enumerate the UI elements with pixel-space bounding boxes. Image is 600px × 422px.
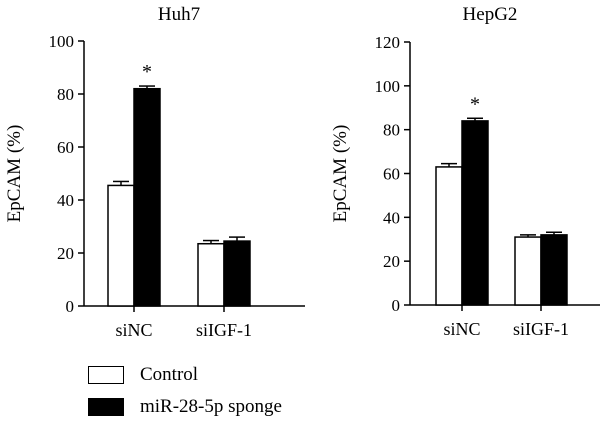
legend-swatch-control [88, 366, 124, 384]
legend: Control miR-28-5p sponge [88, 362, 408, 420]
bar-control-siigf-1 [197, 242, 225, 307]
y-tick-label: 40 [57, 191, 74, 210]
chart-title: HepG2 [463, 4, 518, 25]
x-tick-label-siigf-1: siIGF-1 [513, 319, 569, 339]
bar-control-siigf-1 [514, 236, 542, 306]
x-tick-label-sinc: siNC [115, 320, 152, 340]
legend-label-control: Control [140, 364, 199, 385]
y-tick-label: 80 [57, 85, 74, 104]
y-tick-label: 20 [383, 252, 400, 271]
y-tick-label: 40 [383, 208, 400, 227]
y-axis-label: EpCAM (%) [330, 125, 351, 223]
y-tick-label: 0 [392, 296, 401, 315]
legend-swatch-sponge [88, 398, 124, 416]
y-tick-label: 20 [57, 244, 74, 263]
bar-control-sinc [435, 166, 463, 306]
x-tick-label-siigf-1: siIGF-1 [196, 320, 252, 340]
y-tick-label: 60 [383, 165, 400, 184]
bar-mir-28-5p-sponge-siigf-1 [223, 240, 251, 307]
chart-panel-huh7: Huh7 EpCAM (%) 0 20 40 60 80 100 siNC * siIGF-1 [4, 4, 305, 340]
y-tick-label: 60 [57, 138, 74, 157]
significance-asterisk: * [142, 61, 152, 83]
significance-asterisk: * [470, 93, 480, 115]
bar-mir-28-5p-sponge-siigf-1 [540, 234, 568, 306]
y-axis-label: EpCAM (%) [4, 125, 25, 223]
y-tick-label: 120 [375, 33, 401, 52]
bar-control-sinc [107, 184, 135, 307]
bar-mir-28-5p-sponge-sinc [461, 120, 489, 306]
legend-item-sponge: miR-28-5p sponge [88, 396, 282, 418]
chart-panel-hepg2: HepG2 EpCAM (%) 0 20 40 60 80 100 120 siNC * siIGF-… [330, 4, 600, 339]
y-tick-label: 80 [383, 121, 400, 140]
chart-title: Huh7 [158, 4, 200, 25]
x-tick-label-sinc: siNC [443, 319, 480, 339]
legend-item-control: Control [88, 364, 198, 386]
legend-label-sponge: miR-28-5p sponge [140, 396, 282, 417]
y-tick-label: 100 [375, 77, 401, 96]
bar-mir-28-5p-sponge-sinc [133, 87, 161, 307]
y-tick-label: 100 [49, 32, 75, 51]
y-tick-label: 0 [66, 297, 75, 316]
